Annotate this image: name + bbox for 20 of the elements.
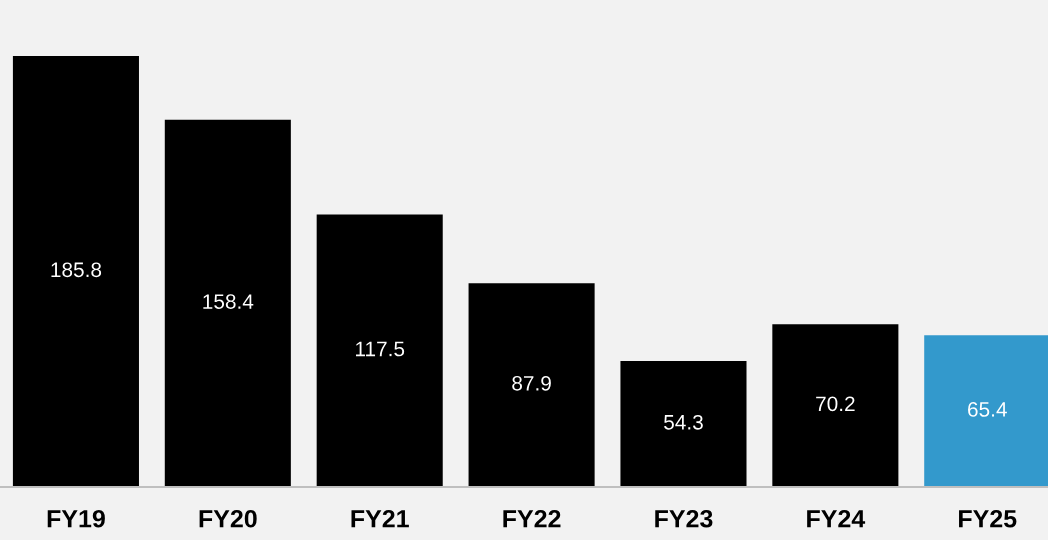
x-tick-label: FY19 [47, 509, 105, 528]
data-label: 54.3 [664, 414, 703, 430]
x-tick-label: FY21 [351, 509, 409, 528]
bar [620, 361, 747, 487]
data-label: 158.4 [203, 294, 254, 309]
data-label: 117.5 [356, 341, 405, 357]
data-label: 87.9 [512, 375, 551, 391]
x-tick-label: FY24 [807, 509, 866, 528]
bar [468, 283, 595, 487]
data-label: 70.2 [816, 396, 855, 412]
x-tick-label: FY25 [959, 509, 1017, 528]
x-tick-label: FY20 [199, 509, 257, 528]
bar [772, 324, 899, 487]
x-tick-label: FY22 [503, 509, 561, 528]
x-tick-label: FY23 [655, 509, 713, 528]
bar [164, 119, 291, 487]
bar [12, 56, 139, 487]
data-label: 65.4 [968, 402, 1007, 417]
bar [316, 214, 443, 487]
data-label: 185.8 [51, 262, 102, 278]
